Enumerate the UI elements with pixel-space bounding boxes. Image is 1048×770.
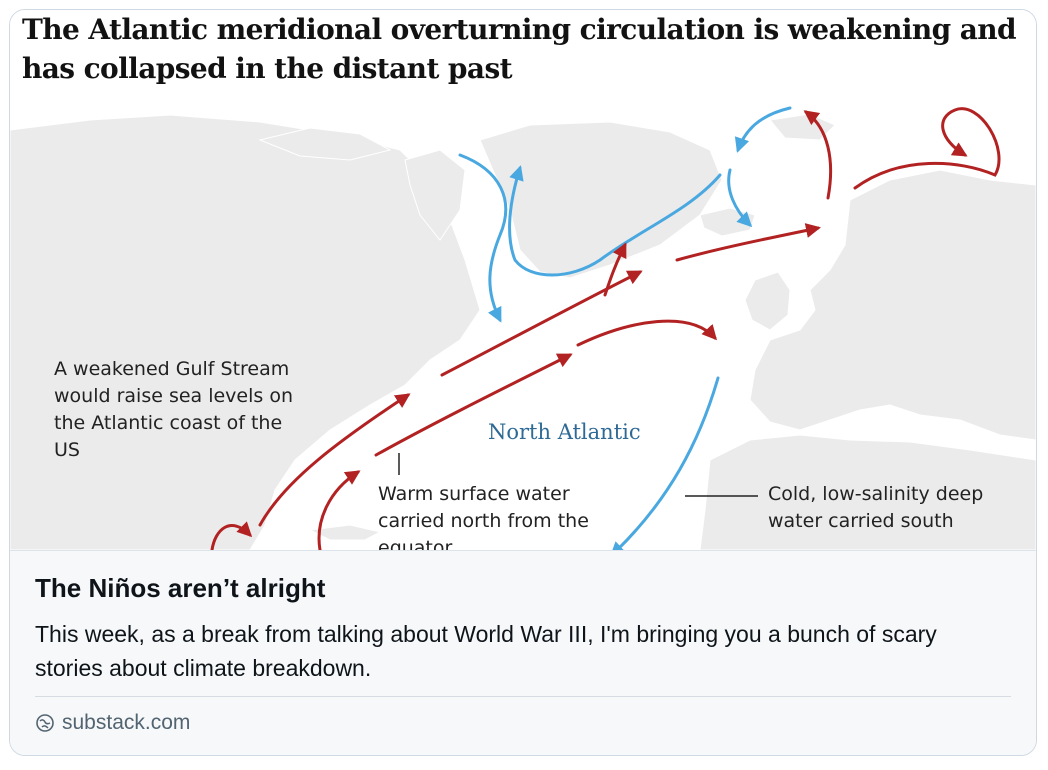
cold-water-label: Cold, low-salinity deep water carried so… [768,483,984,532]
british-isles [744,271,791,331]
article-title[interactable]: The Niños aren’t alright [35,573,326,603]
cold-current-greenland-loop [508,165,722,277]
preview-image[interactable]: The Atlantic meridional overturning circ… [10,10,1036,550]
warm-current-branch-greenland [603,242,627,297]
atlantic-circulation-map [10,106,1036,550]
source-link[interactable]: substack.com [35,711,190,735]
cold-current-deep-south [609,376,720,550]
warm-current-gulf-stream-north [440,270,643,377]
ocean-label: North Atlantic [488,420,641,444]
greenland [479,121,723,279]
europe [749,169,1036,441]
warm-current-central [374,353,573,457]
cold-current-greenland-west [458,153,508,323]
caribbean-islands [308,524,382,541]
warm-current-arctic-up [803,110,833,200]
source-domain: substack.com [62,711,191,734]
cold-currents [458,106,792,550]
cold-current-denmark-strait [727,168,753,228]
globe-link-icon [35,713,55,733]
baffin-island [404,149,466,241]
warm-current-central-east [576,319,718,347]
land-masses [10,113,1036,550]
gulf-stream-label: A weakened Gulf Stream would raise sea l… [54,358,294,461]
africa [699,434,1036,550]
warm-water-label: Warm surface water carried north from th… [378,483,589,550]
warm-current-norway [675,223,821,262]
warm-currents [210,107,1001,550]
warm-current-southern-loop [317,470,361,550]
divider [35,696,1011,697]
cold-current-east-greenland [734,106,792,153]
card-footer[interactable]: The Niños aren’t alright This week, as a… [10,550,1036,755]
link-preview-card[interactable]: The Atlantic meridional overturning circ… [9,9,1037,756]
warm-current-caribbean [210,521,253,550]
article-description: This week, as a break from talking about… [35,621,937,681]
warm-current-gulf-stream-coast [258,393,411,527]
infographic-headline: The Atlantic meridional overturning circ… [22,13,1017,85]
warm-current-arctic-loop [853,107,1001,190]
arctic-islands [258,127,392,161]
